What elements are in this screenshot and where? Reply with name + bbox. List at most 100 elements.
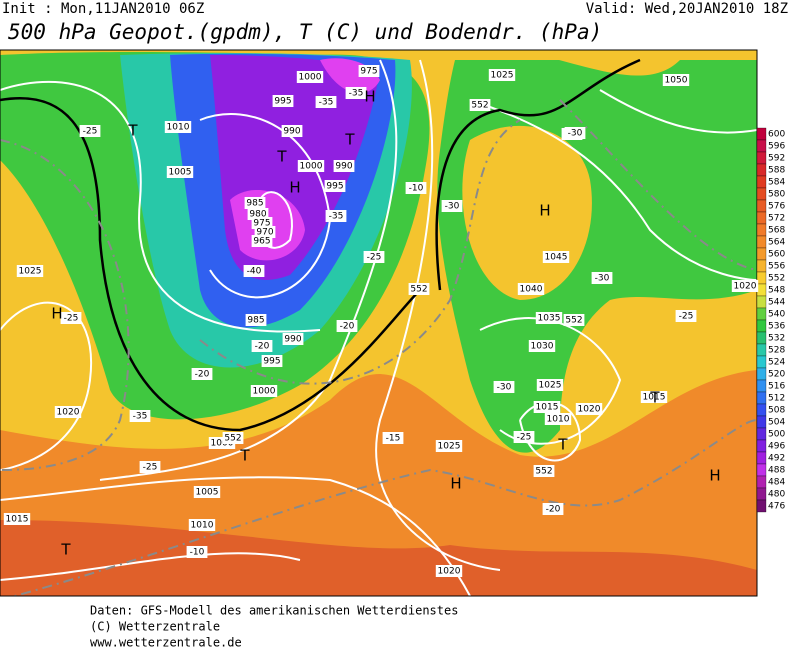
- legend: 600 596 592 588 584 580 576 572 568 564 560 556 552 5…: [756, 127, 785, 513]
- legend-label: 600: [768, 130, 785, 140]
- label-box: [251, 235, 273, 247]
- legend-swatch: [756, 211, 767, 225]
- isoline-label: -35: [349, 89, 364, 99]
- legend-label: 552: [768, 274, 785, 284]
- legend-label: 540: [768, 310, 785, 320]
- legend-swatch: [756, 451, 767, 465]
- isoline-label: 1050: [665, 76, 688, 86]
- legend-swatch: [756, 151, 767, 165]
- label-box: [441, 200, 463, 212]
- footer-line: (C) Wetterzentrale: [90, 620, 220, 634]
- isoline-label: -20: [546, 505, 561, 515]
- isoline-label: 975: [360, 67, 377, 77]
- label-box: [435, 440, 463, 452]
- isotherms: [0, 99, 757, 596]
- isoline-label: -35: [133, 412, 148, 422]
- isoline-label: -30: [497, 383, 512, 393]
- legend-label: 492: [768, 454, 785, 464]
- pressure-center: T: [239, 447, 250, 465]
- label-box: [251, 340, 273, 352]
- isoline-label: 552: [471, 101, 488, 111]
- label-box: [731, 280, 759, 292]
- label-box: [675, 310, 697, 322]
- legend-label: 512: [768, 394, 785, 404]
- legend-swatch: [756, 295, 767, 309]
- contour-552: [0, 58, 641, 432]
- label-box: [535, 312, 563, 324]
- legend-swatch: [756, 283, 767, 297]
- isoline-label: 552: [224, 434, 241, 444]
- label-box: [358, 65, 380, 77]
- isoline-label: -25: [679, 312, 694, 322]
- label-box: [282, 333, 304, 345]
- legend-swatch: [756, 307, 767, 321]
- pressure-center: T: [127, 122, 138, 140]
- label-box: [542, 503, 564, 515]
- label-box: [261, 355, 283, 367]
- legend-label: 488: [768, 466, 785, 476]
- legend-swatch: [756, 475, 767, 489]
- legend-swatch: [756, 427, 767, 441]
- isoline-label: 1035: [538, 314, 561, 324]
- label-box: [408, 283, 430, 295]
- isoline-label: 985: [247, 316, 264, 326]
- legend-label: 516: [768, 382, 785, 392]
- legend-label: 476: [768, 502, 785, 512]
- legend-swatch: [756, 331, 767, 345]
- isoline-label: 990: [335, 162, 352, 172]
- legend-label: 576: [768, 202, 785, 212]
- isoline-label: -20: [340, 322, 355, 332]
- legend-label: 596: [768, 142, 785, 152]
- isoline-label: -40: [247, 267, 262, 277]
- isoline-label: 1025: [491, 71, 514, 81]
- pressure-center: H: [709, 467, 720, 485]
- isoline-label: 1010: [191, 521, 214, 531]
- label-box: [382, 432, 404, 444]
- isoline-label: -35: [329, 212, 344, 222]
- legend-label: 548: [768, 286, 785, 296]
- isoline-label: 980: [249, 210, 266, 220]
- label-box: [544, 413, 572, 425]
- label-box: [336, 320, 358, 332]
- legend-swatch: [756, 499, 767, 513]
- isoline-label: 1000: [300, 162, 323, 172]
- pressure-center: H: [51, 305, 62, 323]
- isoline-label: -10: [190, 548, 205, 558]
- label-box: [536, 379, 564, 391]
- isoline-label: 1020: [734, 282, 757, 292]
- legend-label: 520: [768, 370, 785, 380]
- pressure-center: T: [60, 541, 71, 559]
- label-box: [575, 403, 603, 415]
- legend-swatch: [756, 139, 767, 153]
- legend-swatch: [756, 463, 767, 477]
- isoline-label: 1025: [539, 381, 562, 391]
- isoline-label: -15: [386, 434, 401, 444]
- isoline-label: 995: [263, 357, 280, 367]
- label-box: [191, 368, 213, 380]
- isoline-label: 1020: [578, 405, 601, 415]
- legend-swatch: [756, 247, 767, 261]
- label-box: [79, 125, 101, 137]
- label-box: [188, 519, 216, 531]
- legend-label: 568: [768, 226, 785, 236]
- legend-label: 544: [768, 298, 785, 308]
- label-box: [435, 565, 463, 577]
- label-box: [139, 461, 161, 473]
- label-box: [363, 251, 385, 263]
- legend-label: 564: [768, 238, 785, 248]
- isoline-label: 1040: [520, 285, 543, 295]
- field: [540, 50, 757, 76]
- pressure-center: H: [289, 179, 300, 197]
- legend-swatch: [756, 223, 767, 237]
- map: [0, 50, 757, 596]
- label-box: [16, 265, 44, 277]
- label-box: [166, 166, 194, 178]
- pressure-center: T: [649, 389, 660, 407]
- label-box: [564, 127, 586, 139]
- label-box: [591, 272, 613, 284]
- label-box: [243, 265, 265, 277]
- legend-swatch: [756, 235, 767, 249]
- isoline-label: 970: [256, 228, 273, 238]
